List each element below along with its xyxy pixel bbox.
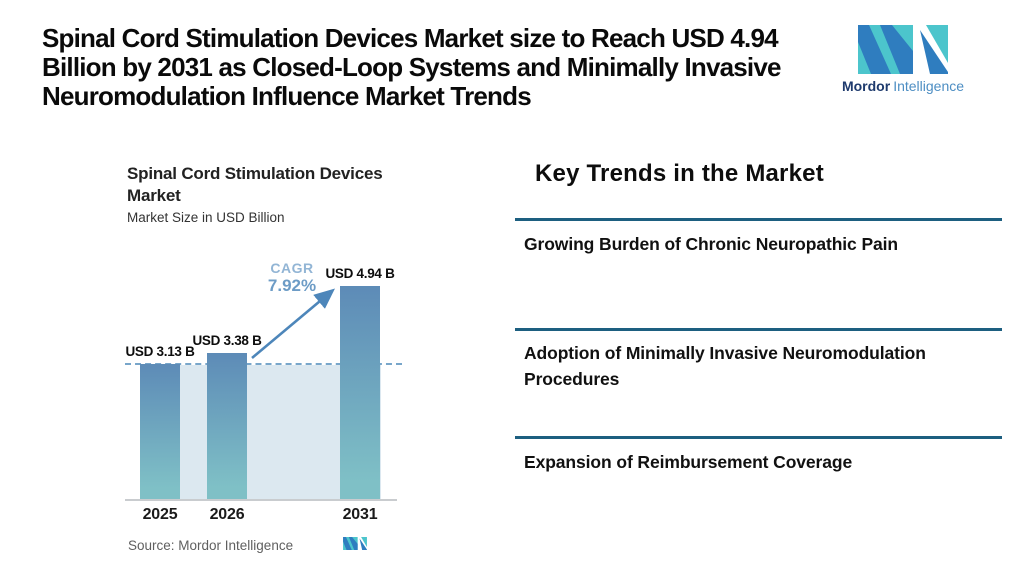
source-logo-icon bbox=[343, 537, 367, 550]
trend-item-1: Growing Burden of Chronic Neuropathic Pa… bbox=[524, 234, 899, 254]
cagr-annotation: CAGR 7.92% bbox=[240, 260, 344, 296]
brand-wordmark: Mordor Intelligence bbox=[838, 78, 968, 94]
source-note: Source: Mordor Intelligence bbox=[128, 538, 294, 553]
bar-2031 bbox=[340, 286, 380, 499]
bar-value-label: USD 4.94 B bbox=[325, 266, 395, 281]
brand-name-bold: Mordor bbox=[841, 78, 891, 94]
page-title-line-2: Billion by 2031 as Closed-Loop Systems a… bbox=[42, 52, 781, 82]
x-tick-label: 2031 bbox=[342, 506, 378, 523]
mordor-intelligence-logo-icon bbox=[858, 25, 948, 74]
bar-value-label: USD 3.13 B bbox=[125, 344, 195, 359]
cagr-value: 7.92% bbox=[267, 276, 317, 295]
x-tick-label: 2025 bbox=[142, 506, 178, 523]
brand-name-light: Intelligence bbox=[893, 78, 965, 94]
trend-divider bbox=[515, 436, 1002, 439]
x-axis-line bbox=[125, 499, 397, 501]
trend-divider bbox=[515, 218, 1002, 221]
key-trends-heading: Key Trends in the Market bbox=[535, 160, 824, 187]
brand-logo: Mordor Intelligence bbox=[838, 25, 968, 94]
trend-divider bbox=[515, 328, 1002, 331]
market-size-chart: Spinal Cord Stimulation Devices Market M… bbox=[110, 150, 440, 573]
bar-2026 bbox=[207, 353, 247, 499]
cagr-label: CAGR bbox=[270, 260, 314, 276]
baseline-dashed-line bbox=[125, 363, 402, 365]
x-tick-label: 2026 bbox=[209, 506, 245, 523]
bar-2025 bbox=[140, 364, 180, 499]
chart-subtitle: Market Size in USD Billion bbox=[127, 210, 285, 225]
bar-value-label: USD 3.38 B bbox=[192, 333, 262, 348]
key-trends-panel: Key Trends in the Market Growing Burden … bbox=[515, 150, 1002, 510]
chart-title: Spinal Cord Stimulation Devices Market bbox=[127, 163, 383, 207]
trend-item-3: Expansion of Reimbursement Coverage bbox=[524, 452, 853, 472]
trend-item-2: Adoption of Minimally Invasive Neuromodu… bbox=[524, 343, 926, 389]
page-title: Spinal Cord Stimulation Devices Market s… bbox=[42, 24, 781, 111]
chart-title-line-1: Spinal Cord Stimulation Devices bbox=[127, 164, 383, 183]
page-title-line-1: Spinal Cord Stimulation Devices Market s… bbox=[42, 23, 779, 53]
chart-title-line-2: Market bbox=[127, 186, 181, 205]
page-title-line-3: Neuromodulation Influence Market Trends bbox=[42, 81, 532, 111]
